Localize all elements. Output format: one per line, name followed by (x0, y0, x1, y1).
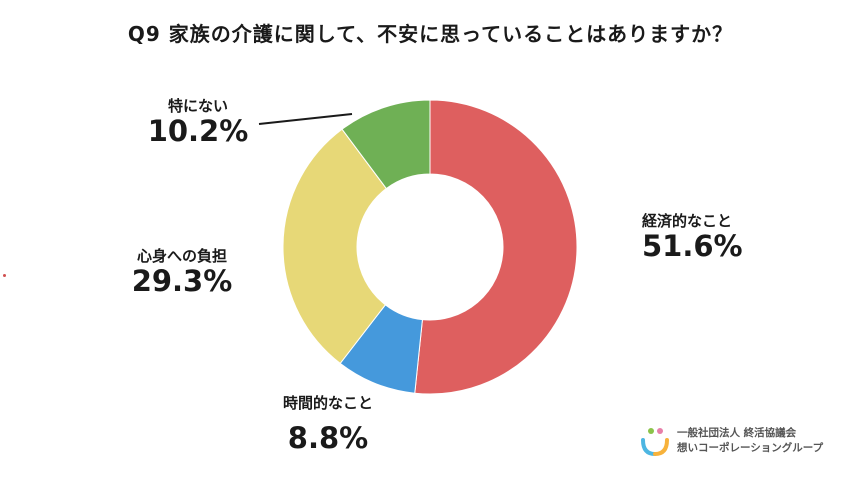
slice-name: 心身への負担 (136, 247, 227, 265)
slice-burden (282, 128, 388, 365)
slice-none (341, 99, 431, 190)
chart-title: Q9 家族の介護に関して、不安に思っていることはありますか？ (127, 22, 734, 46)
slice-label-time: 時間的なこと 8.8% (268, 392, 388, 455)
slice-percent: 8.8% (287, 421, 369, 455)
slice-label-economic: 経済的なこと 51.6% (642, 210, 743, 263)
logo-line-2: 想いコーポレーショングループ (677, 442, 824, 455)
logo-mark-icon (641, 428, 669, 456)
slice-percent: 51.6% (642, 229, 743, 263)
slice-label-none: 特にない 10.2% (138, 95, 258, 148)
donut-slices (282, 99, 578, 395)
slice-economic (414, 99, 578, 395)
logo-text: 一般社団法人 終活協議会 想いコーポレーショングループ (677, 426, 823, 456)
slice-percent: 10.2% (147, 114, 249, 148)
slice-percent: 29.3% (131, 264, 233, 298)
slice-name: 特にない (167, 97, 228, 115)
label-leader-line (258, 113, 353, 125)
organization-logo: 一般社団法人 終活協議会 想いコーポレーショングループ (637, 424, 837, 460)
slice-name: 時間的なこと (282, 394, 373, 412)
stray-dot (3, 274, 6, 277)
logo-line-1: 一般社団法人 終活協議会 (677, 427, 797, 439)
slice-name: 経済的なこと (642, 212, 733, 230)
slice-label-burden: 心身への負担 29.3% (122, 245, 242, 298)
